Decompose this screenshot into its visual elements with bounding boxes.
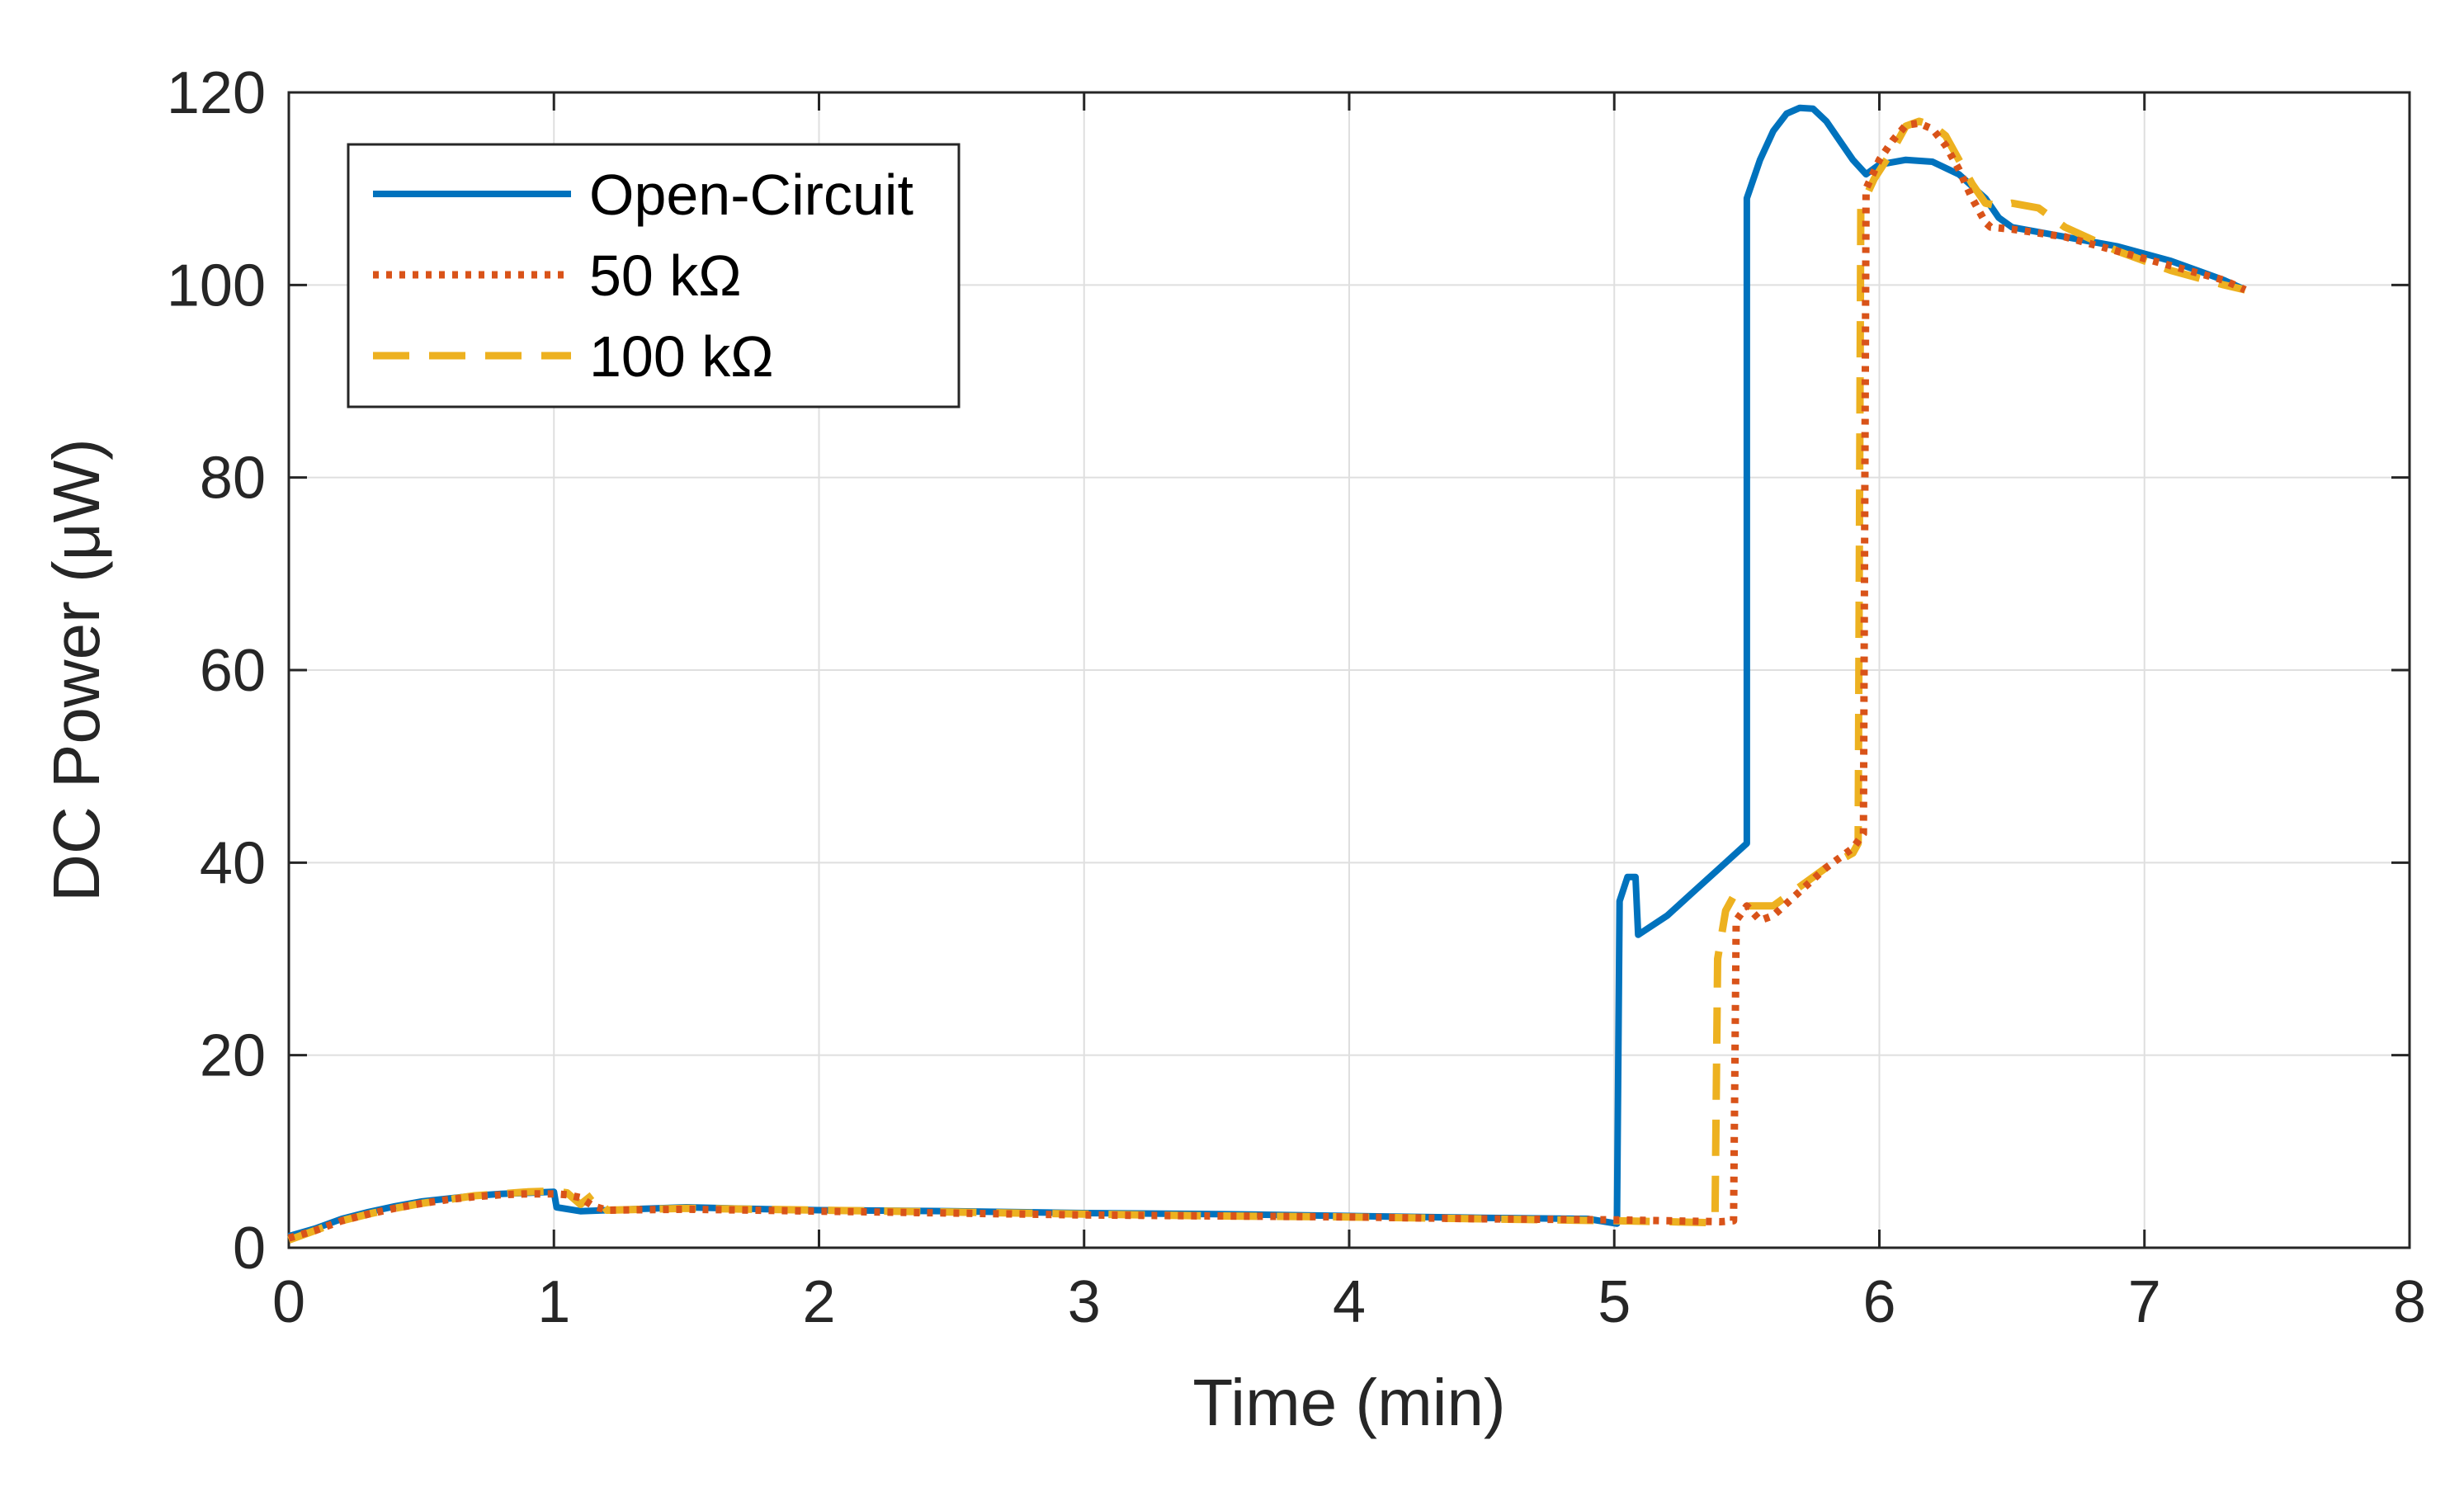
x-axis-title: Time (min) xyxy=(1192,1366,1505,1439)
x-tick-label: 1 xyxy=(537,1269,570,1335)
legend-box xyxy=(347,143,961,408)
y-tick-label: 40 xyxy=(200,830,266,896)
y-tick-label: 120 xyxy=(167,60,266,126)
x-tick-label: 4 xyxy=(1333,1269,1366,1335)
x-tick-label: 6 xyxy=(1862,1269,1895,1335)
series-line-2 xyxy=(287,117,2246,1244)
x-tick-label: 2 xyxy=(802,1269,835,1335)
x-tick-label: 7 xyxy=(2128,1269,2161,1335)
legend-label-50k: 50 kΩ xyxy=(589,243,742,308)
legend-label-open-circuit: Open-Circuit xyxy=(589,163,913,227)
y-tick-label: 20 xyxy=(200,1023,266,1089)
y-tick-label: 0 xyxy=(233,1216,266,1282)
legend: Open-Circuit 50 kΩ 100 kΩ xyxy=(347,143,961,408)
series-line-1 xyxy=(287,119,2247,1242)
x-tick-label: 5 xyxy=(1598,1269,1631,1335)
legend-label-100k: 100 kΩ xyxy=(589,324,774,389)
x-tick-label: 0 xyxy=(272,1269,305,1335)
x-tick-label: 3 xyxy=(1068,1269,1101,1335)
y-tick-label: 100 xyxy=(167,253,266,319)
x-tick-label: 8 xyxy=(2393,1269,2426,1335)
y-tick-label: 80 xyxy=(200,446,266,512)
y-tick-label: 60 xyxy=(200,638,266,704)
y-axis-title: DC Power (μW) xyxy=(40,438,113,902)
series-layer xyxy=(287,104,2247,1244)
